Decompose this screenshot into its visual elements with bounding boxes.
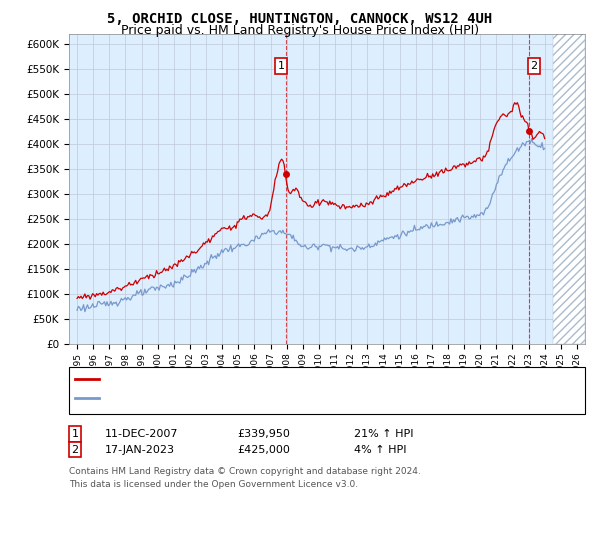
Text: 1: 1	[71, 429, 79, 439]
Text: This data is licensed under the Open Government Licence v3.0.: This data is licensed under the Open Gov…	[69, 480, 358, 489]
Text: 21% ↑ HPI: 21% ↑ HPI	[354, 429, 413, 439]
HPI: Average price, detached house, South Staffordshire: (2e+03, 9.79e+04): Average price, detached house, South Sta…	[132, 292, 139, 298]
5, ORCHID CLOSE, HUNTINGTON, CANNOCK, WS12 4UH (detached house)	[514, 99, 521, 106]
HPI: Average price, detached house, South Staffordshire: (2e+03, 6.53e+04): Average price, detached house, South Sta…	[81, 309, 88, 315]
5, ORCHID CLOSE, HUNTINGTON, CANNOCK, WS12 4UH (detached house)	[541, 136, 548, 142]
Bar	[553, 34, 585, 344]
HPI: Average price, detached house, South Staffordshire: (2e+03, 1.81e+05): Average price, detached house, South Sta…	[214, 250, 221, 257]
5, ORCHID CLOSE, HUNTINGTON, CANNOCK, WS12 4UH (detached house)	[230, 223, 237, 230]
Text: HPI: Average price, detached house, South Staffordshire: HPI: Average price, detached house, Sout…	[102, 393, 396, 403]
Text: 4% ↑ HPI: 4% ↑ HPI	[354, 445, 407, 455]
5, ORCHID CLOSE, HUNTINGTON, CANNOCK, WS12 4UH (detached house)	[238, 216, 245, 223]
5, ORCHID CLOSE, HUNTINGTON, CANNOCK, WS12 4UH (detached house)	[132, 277, 139, 284]
Text: £425,000: £425,000	[237, 445, 290, 455]
HPI: Average price, detached house, South Staffordshire: (2e+03, 1.92e+05): Average price, detached house, South Sta…	[230, 245, 237, 251]
5, ORCHID CLOSE, HUNTINGTON, CANNOCK, WS12 4UH (detached house)	[518, 114, 525, 120]
Text: 17-JAN-2023: 17-JAN-2023	[105, 445, 175, 455]
Line: 5, ORCHID CLOSE, HUNTINGTON, CANNOCK, WS12 4UH (detached house): 5, ORCHID CLOSE, HUNTINGTON, CANNOCK, WS…	[77, 102, 545, 299]
HPI: Average price, detached house, South Staffordshire: (2.01e+03, 1.99e+05): Average price, detached house, South Sta…	[238, 241, 245, 248]
Text: 5, ORCHID CLOSE, HUNTINGTON, CANNOCK, WS12 4UH: 5, ORCHID CLOSE, HUNTINGTON, CANNOCK, WS…	[107, 12, 493, 26]
Line: HPI: Average price, detached house, South Staffordshire: HPI: Average price, detached house, Sout…	[77, 139, 545, 312]
HPI: Average price, detached house, South Staffordshire: (2.01e+03, 2.28e+05): Average price, detached house, South Sta…	[279, 227, 286, 234]
HPI: Average price, detached house, South Staffordshire: (2.02e+03, 4.1e+05): Average price, detached house, South Sta…	[528, 136, 535, 142]
Text: 2: 2	[530, 61, 538, 71]
Text: 5, ORCHID CLOSE, HUNTINGTON, CANNOCK, WS12 4UH (detached house): 5, ORCHID CLOSE, HUNTINGTON, CANNOCK, WS…	[102, 374, 486, 384]
Text: 2: 2	[71, 445, 79, 455]
Text: 11-DEC-2007: 11-DEC-2007	[105, 429, 179, 439]
Text: 1: 1	[277, 61, 284, 71]
Text: Price paid vs. HM Land Registry's House Price Index (HPI): Price paid vs. HM Land Registry's House …	[121, 24, 479, 36]
5, ORCHID CLOSE, HUNTINGTON, CANNOCK, WS12 4UH (detached house)	[214, 228, 221, 235]
5, ORCHID CLOSE, HUNTINGTON, CANNOCK, WS12 4UH (detached house)	[86, 296, 94, 302]
5, ORCHID CLOSE, HUNTINGTON, CANNOCK, WS12 4UH (detached house)	[279, 157, 286, 164]
Text: Contains HM Land Registry data © Crown copyright and database right 2024.: Contains HM Land Registry data © Crown c…	[69, 467, 421, 476]
HPI: Average price, detached house, South Staffordshire: (2e+03, 6.82e+04): Average price, detached house, South Sta…	[73, 307, 80, 314]
Text: £339,950: £339,950	[237, 429, 290, 439]
HPI: Average price, detached house, South Staffordshire: (2.02e+03, 3.92e+05): Average price, detached house, South Sta…	[517, 144, 524, 151]
5, ORCHID CLOSE, HUNTINGTON, CANNOCK, WS12 4UH (detached house)	[73, 295, 80, 302]
HPI: Average price, detached house, South Staffordshire: (2.02e+03, 3.91e+05): Average price, detached house, South Sta…	[541, 145, 548, 152]
